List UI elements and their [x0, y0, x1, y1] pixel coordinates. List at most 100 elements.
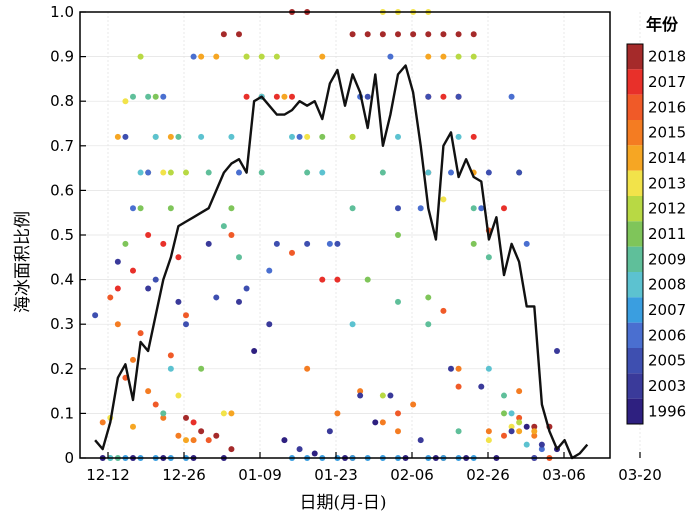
data-point-2005 [273, 240, 280, 247]
data-point-2014 [516, 428, 523, 435]
data-point-2018 [531, 423, 538, 430]
data-point-2008 [167, 365, 174, 372]
legend-label: 2007 [648, 301, 686, 319]
data-point-2017 [145, 232, 152, 238]
data-point-2016 [455, 383, 462, 390]
data-point-2018 [440, 31, 447, 38]
data-point-2015 [130, 356, 136, 363]
data-point-2006 [387, 53, 394, 60]
data-point-2016 [395, 410, 401, 417]
legend-label: 2018 [648, 48, 686, 66]
data-point-2006 [448, 169, 454, 176]
data-point-2017 [243, 93, 250, 100]
data-point-2017 [440, 93, 447, 100]
legend-label: 2013 [648, 174, 686, 192]
data-point-2005 [304, 240, 311, 247]
data-point-2014 [281, 93, 288, 100]
data-point-2013 [304, 133, 311, 140]
data-point-2005 [516, 169, 523, 176]
data-point-2011 [470, 240, 477, 247]
data-point-2014 [114, 133, 121, 140]
legend-label: 2006 [648, 326, 686, 344]
legend-swatch [627, 69, 643, 95]
data-point-2009 [205, 169, 212, 176]
data-point-2009 [501, 392, 507, 399]
data-point-2015 [160, 414, 167, 421]
data-point-2009 [425, 321, 432, 328]
y-tick-label: 0.3 [50, 315, 74, 333]
data-point-2005 [425, 93, 432, 100]
y-tick-label: 0.4 [50, 271, 74, 289]
y-tick-label: 0.1 [50, 404, 74, 422]
data-point-2018 [220, 31, 227, 38]
x-axis-label: 日期(月-日) [299, 493, 386, 513]
legend-swatch [627, 322, 643, 348]
data-point-1996 [281, 437, 288, 444]
data-point-2018 [364, 31, 371, 38]
data-point-2003 [554, 347, 560, 354]
data-point-2011 [122, 240, 129, 247]
data-point-2008 [485, 365, 492, 372]
data-point-2008 [228, 133, 235, 140]
data-point-2018 [213, 432, 220, 439]
data-point-2014 [167, 133, 174, 140]
data-point-2006 [130, 205, 136, 212]
data-point-2008 [395, 133, 401, 140]
data-point-2018 [236, 31, 242, 38]
data-point-1996 [523, 423, 530, 430]
legend-swatch [627, 44, 643, 70]
data-point-2014 [531, 428, 538, 435]
data-point-2009 [485, 254, 492, 261]
data-point-2011 [228, 205, 235, 212]
data-point-2006 [236, 169, 242, 176]
data-point-2011 [364, 276, 371, 283]
legend-label: 2011 [648, 225, 686, 243]
legend-label: 1996 [648, 402, 686, 420]
data-point-2009 [236, 254, 242, 261]
data-point-2018 [395, 31, 401, 38]
mean-line-layer [94, 64, 589, 460]
data-point-2016 [516, 414, 523, 421]
data-point-2012 [470, 53, 477, 60]
data-point-2011 [501, 410, 507, 417]
plot-border [79, 11, 611, 459]
data-point-2016 [228, 232, 235, 238]
data-point-2017 [160, 240, 167, 247]
data-point-2011 [198, 365, 205, 372]
data-point-2009 [175, 133, 182, 140]
axes: 0 0.1 0.2 0.3 0.4 0.5 0.6 0.7 0.8 0.9 1.0 12-12 12-2… [50, 3, 662, 484]
data-point-2008 [425, 169, 432, 176]
legend-swatch [627, 145, 643, 171]
data-point-2015 [114, 321, 121, 328]
data-point-2011 [167, 205, 174, 212]
data-point-2015 [485, 428, 492, 435]
data-point-2013 [220, 410, 227, 417]
data-point-2006 [145, 169, 152, 176]
legend-swatch [627, 297, 643, 323]
data-point-2013 [508, 423, 515, 430]
data-point-2014 [198, 53, 205, 60]
data-point-2011 [137, 205, 144, 212]
data-point-2006 [523, 240, 530, 247]
scatter-points [92, 9, 560, 461]
data-point-2013 [175, 392, 182, 399]
data-point-2014 [213, 53, 220, 60]
data-point-2012 [137, 53, 144, 60]
legend-swatch [627, 246, 643, 272]
data-point-2008 [137, 169, 144, 176]
data-point-2014 [183, 437, 189, 444]
data-point-2008 [319, 169, 326, 176]
legend-swatch [627, 272, 643, 298]
data-point-2003 [417, 437, 424, 444]
legend-label: 2003 [648, 377, 686, 395]
data-point-2008 [455, 133, 462, 140]
y-tick-label: 0.5 [50, 226, 74, 244]
legend-title: 年份 [646, 15, 679, 34]
data-point-2003 [508, 428, 515, 435]
data-point-2016 [137, 330, 144, 337]
x-tick-label: 03-06 [542, 466, 586, 484]
legend-label: 2012 [648, 200, 686, 218]
data-point-2009 [220, 223, 227, 230]
data-point-2014 [130, 423, 136, 430]
legend-label: 2008 [648, 276, 686, 294]
